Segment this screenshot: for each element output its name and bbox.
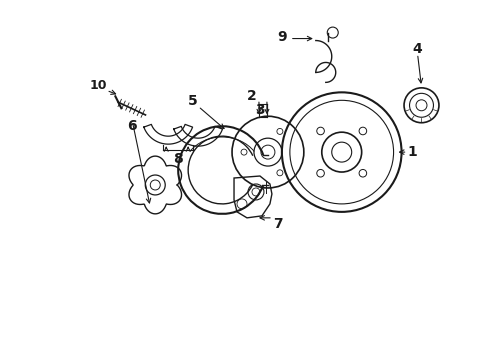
Text: 8: 8 [173, 152, 183, 166]
Text: 5: 5 [188, 94, 198, 108]
Text: 2: 2 [246, 89, 256, 103]
Text: 3: 3 [255, 103, 264, 117]
Text: 10: 10 [89, 79, 107, 92]
Text: 4: 4 [412, 41, 422, 55]
Text: 7: 7 [272, 217, 282, 231]
Text: 9: 9 [277, 30, 286, 44]
Text: 6: 6 [127, 119, 137, 133]
Text: 1: 1 [407, 145, 417, 159]
